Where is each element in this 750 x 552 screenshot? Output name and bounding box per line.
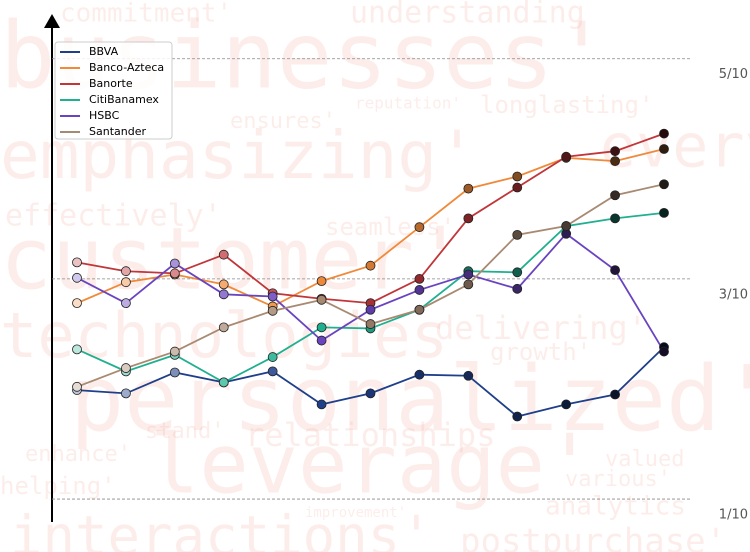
data-point	[72, 298, 82, 309]
background-word: seamless'	[325, 213, 455, 241]
data-point	[610, 213, 620, 224]
data-point	[72, 381, 82, 392]
data-point	[610, 146, 620, 157]
data-point	[267, 291, 278, 302]
data-point	[218, 377, 229, 388]
data-point	[121, 277, 131, 288]
data-point	[512, 411, 523, 422]
data-point	[267, 305, 278, 316]
data-point	[561, 221, 572, 231]
legend-label: CitiBanamex	[89, 93, 159, 106]
legend-box	[54, 41, 173, 140]
legend-label: Banorte	[89, 77, 133, 90]
background-word: personalized'	[70, 347, 750, 452]
plot: 1/10 3/10 5/10	[52, 58, 748, 523]
data-point	[316, 335, 327, 346]
background-word: valued	[605, 447, 684, 472]
data-point	[463, 370, 474, 381]
background-word: helping'	[0, 472, 116, 500]
legend-label: Banco-Azteca	[89, 61, 164, 74]
data-point	[512, 283, 523, 294]
data-point	[610, 190, 620, 201]
background-word: postpurchase'	[460, 522, 726, 552]
data-point	[512, 229, 523, 240]
data-point	[218, 249, 229, 260]
data-point	[121, 363, 131, 373]
background-word: reputation'	[355, 94, 461, 113]
background-word: relationships	[245, 416, 495, 454]
legend: BBVA Banco-Azteca Banorte CitiBanamex HSBC Sa…	[54, 41, 173, 140]
data-point	[414, 222, 425, 233]
data-point	[365, 304, 376, 315]
data-point	[414, 274, 425, 284]
background-word: leverage'	[150, 417, 594, 512]
background-word: various'	[565, 467, 671, 492]
data-point	[463, 269, 474, 280]
background-word: effectively'	[5, 199, 222, 234]
data-point	[365, 260, 376, 271]
background-word: delivering'	[435, 309, 647, 347]
data-point	[121, 298, 131, 309]
legend-label: Santander	[89, 125, 146, 138]
background-word: longlasting'	[480, 91, 653, 119]
data-point	[561, 399, 572, 410]
y-tick-label: 1/10	[719, 508, 748, 523]
data-point	[512, 267, 523, 278]
data-point	[463, 279, 474, 290]
data-point	[512, 171, 523, 182]
data-point	[659, 179, 669, 190]
data-point	[169, 346, 180, 357]
data-point	[561, 151, 572, 162]
data-point	[316, 276, 327, 287]
data-point	[610, 156, 620, 167]
axis-arrow	[44, 14, 60, 28]
background-word: growth'	[490, 338, 591, 366]
data-point	[659, 207, 669, 218]
background-word: stand'	[145, 419, 224, 444]
data-point	[659, 346, 669, 357]
background-word: interactions'	[10, 505, 433, 552]
legend-label: HSBC	[89, 109, 120, 122]
data-point	[316, 399, 327, 410]
y-tick-label: 3/10	[719, 287, 748, 302]
data-point	[72, 344, 82, 355]
data-point	[169, 367, 180, 378]
background-word: analytics	[545, 492, 686, 522]
data-point	[659, 128, 669, 139]
data-point	[169, 268, 180, 279]
background-word: improvement'	[305, 505, 406, 521]
data-point	[463, 213, 474, 224]
background-word: understanding	[350, 0, 585, 31]
data-point	[610, 389, 620, 400]
data-point	[463, 183, 474, 194]
data-point	[316, 294, 327, 305]
data-point	[218, 322, 229, 333]
background-word: commitment'	[60, 0, 232, 29]
y-tick-label: 5/10	[719, 67, 748, 82]
data-point	[267, 352, 278, 362]
data-point	[610, 265, 620, 276]
data-point	[267, 366, 278, 377]
data-point	[414, 369, 425, 380]
data-point	[365, 388, 376, 399]
data-point	[659, 144, 669, 154]
data-point	[414, 304, 425, 315]
data-point	[169, 258, 180, 269]
data-point	[121, 266, 131, 277]
data-point	[512, 182, 523, 193]
data-point	[218, 279, 229, 290]
data-point	[218, 289, 229, 300]
data-point	[72, 257, 82, 268]
data-point	[121, 388, 131, 399]
data-point	[414, 285, 425, 295]
legend-label: BBVA	[89, 45, 119, 58]
data-point	[72, 272, 82, 283]
data-point	[365, 319, 376, 329]
background-word: every'	[600, 112, 750, 182]
background-word: enhance'	[25, 442, 131, 467]
background-word: ensures'	[230, 109, 336, 134]
data-point	[316, 322, 327, 333]
